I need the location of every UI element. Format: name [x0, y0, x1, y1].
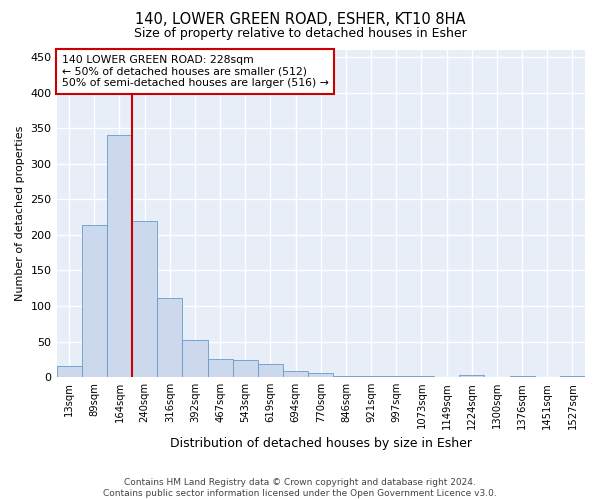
Bar: [182, 340, 208, 377]
Bar: [233, 360, 258, 377]
X-axis label: Distribution of detached houses by size in Esher: Distribution of detached houses by size …: [170, 437, 472, 450]
Text: Size of property relative to detached houses in Esher: Size of property relative to detached ho…: [134, 28, 466, 40]
Bar: [157, 298, 182, 377]
Bar: [409, 376, 434, 377]
Bar: [56, 366, 82, 377]
Bar: [308, 373, 334, 377]
Text: 140 LOWER GREEN ROAD: 228sqm
← 50% of detached houses are smaller (512)
50% of s: 140 LOWER GREEN ROAD: 228sqm ← 50% of de…: [62, 55, 329, 88]
Text: 140, LOWER GREEN ROAD, ESHER, KT10 8HA: 140, LOWER GREEN ROAD, ESHER, KT10 8HA: [135, 12, 465, 28]
Bar: [359, 376, 383, 377]
Bar: [82, 225, 107, 377]
Y-axis label: Number of detached properties: Number of detached properties: [15, 126, 25, 301]
Bar: [509, 376, 535, 377]
Bar: [560, 376, 585, 377]
Text: Contains HM Land Registry data © Crown copyright and database right 2024.
Contai: Contains HM Land Registry data © Crown c…: [103, 478, 497, 498]
Bar: [334, 376, 359, 377]
Bar: [459, 375, 484, 377]
Bar: [208, 360, 233, 377]
Bar: [258, 364, 283, 377]
Bar: [107, 136, 132, 377]
Bar: [283, 370, 308, 377]
Bar: [383, 376, 409, 377]
Bar: [132, 220, 157, 377]
